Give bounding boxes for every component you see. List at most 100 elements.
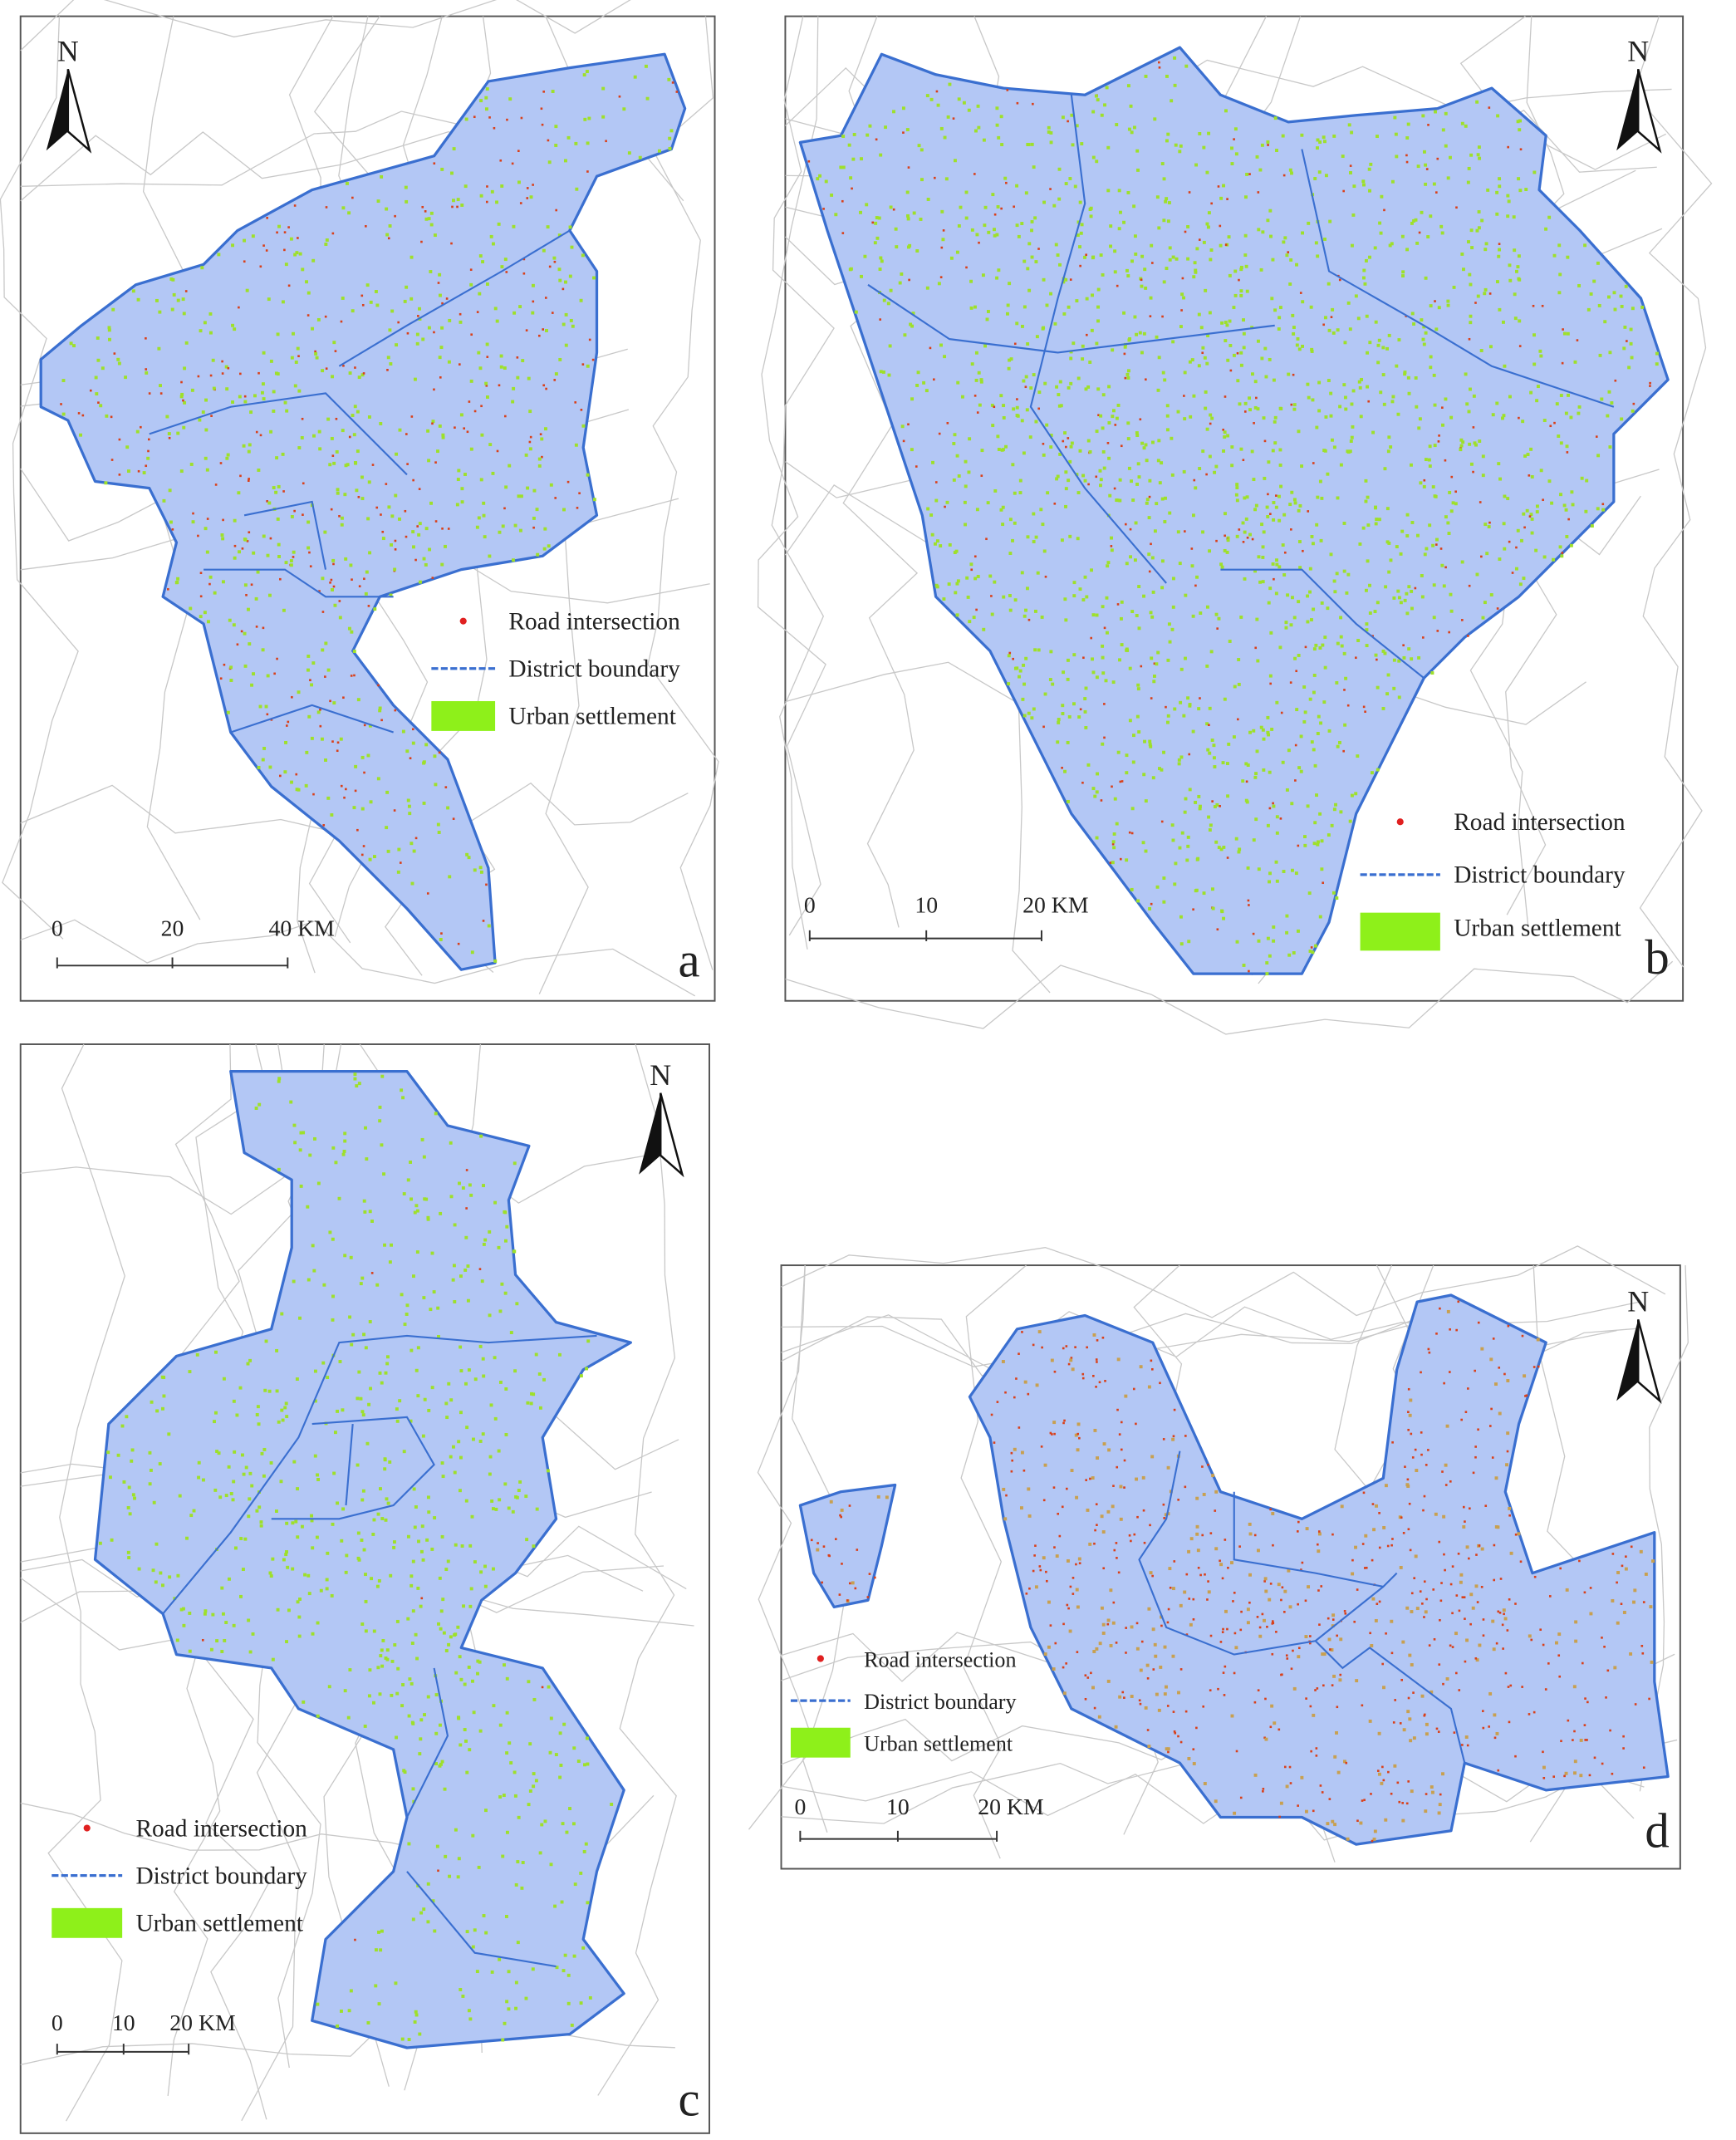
settlement-dot bbox=[1228, 319, 1232, 323]
settlement-dot bbox=[1263, 346, 1268, 351]
settlement-dot bbox=[262, 351, 266, 355]
intersection-dot bbox=[929, 346, 932, 350]
settlement-dot bbox=[396, 870, 400, 874]
settlement-dot bbox=[1349, 171, 1352, 174]
settlement-dot bbox=[1396, 412, 1400, 416]
settlement-dot bbox=[1446, 299, 1450, 303]
settlement-dot bbox=[1273, 308, 1277, 312]
north-arrow-left bbox=[639, 1092, 661, 1175]
settlement-dot bbox=[555, 1966, 559, 1970]
intersection-dot bbox=[1649, 381, 1651, 385]
settlement-dot bbox=[269, 359, 273, 363]
district-boundary bbox=[406, 1667, 449, 1818]
settlement-dot bbox=[478, 1344, 483, 1348]
settlement-dot bbox=[1161, 371, 1165, 375]
settlement-dot bbox=[1268, 209, 1273, 213]
intersection-dot bbox=[1449, 1328, 1451, 1331]
intersection-dot bbox=[357, 495, 360, 498]
settlement-dot bbox=[1091, 613, 1096, 617]
intersection-dot bbox=[1149, 1524, 1151, 1527]
settlement-dot bbox=[972, 616, 976, 620]
settlement-dot bbox=[500, 184, 504, 188]
settlement-dot bbox=[868, 124, 872, 128]
settlement-dot bbox=[1272, 518, 1276, 522]
settlement-dot bbox=[502, 1794, 506, 1797]
intersection-dot bbox=[1150, 697, 1153, 699]
settlement-dot bbox=[1322, 1652, 1327, 1657]
settlement-dot bbox=[1326, 606, 1330, 611]
intersection-dot bbox=[1548, 1595, 1552, 1598]
intersection-dot bbox=[485, 200, 488, 204]
settlement-dot bbox=[233, 518, 237, 523]
settlement-dot bbox=[1265, 505, 1269, 509]
settlement-dot bbox=[1589, 292, 1593, 296]
settlement-dot bbox=[1091, 110, 1096, 114]
settlement-dot bbox=[1566, 331, 1570, 336]
settlement-dot bbox=[1498, 477, 1503, 481]
settlement-dot bbox=[512, 1161, 517, 1166]
settlement-dot bbox=[282, 608, 286, 612]
settlement-dot bbox=[1167, 201, 1171, 205]
intersection-dot bbox=[854, 1587, 857, 1590]
settlement-dot bbox=[1222, 916, 1225, 920]
intersection-dot bbox=[441, 302, 444, 305]
settlement-dot bbox=[1307, 1585, 1311, 1589]
settlement-dot bbox=[1417, 426, 1421, 430]
settlement-dot bbox=[350, 630, 354, 634]
settlement-dot bbox=[511, 400, 515, 404]
intersection-dot bbox=[340, 320, 343, 323]
settlement-dot bbox=[586, 364, 590, 368]
intersection-dot bbox=[1092, 1374, 1095, 1377]
intersection-dot bbox=[574, 401, 577, 404]
settlement-dot bbox=[1219, 562, 1224, 567]
intersection-dot bbox=[438, 751, 441, 754]
settlement-dot bbox=[947, 582, 951, 587]
settlement-dot bbox=[417, 533, 421, 537]
intersection-dot bbox=[1085, 1479, 1087, 1481]
settlement-dot bbox=[454, 1828, 458, 1832]
settlement-dot bbox=[446, 1559, 450, 1563]
legend-dot bbox=[83, 1824, 91, 1832]
settlement-dot bbox=[1299, 769, 1303, 773]
settlement-dot bbox=[1365, 628, 1369, 632]
intersection-dot bbox=[1362, 705, 1366, 709]
settlement-dot bbox=[416, 1394, 420, 1398]
intersection-dot bbox=[1267, 493, 1269, 496]
intersection-dot bbox=[1504, 1671, 1508, 1675]
settlement-dot bbox=[401, 729, 405, 734]
intersection-dot bbox=[1226, 1627, 1228, 1631]
settlement-dot bbox=[1494, 1525, 1498, 1529]
settlement-dot bbox=[1116, 1357, 1121, 1362]
intersection-dot bbox=[1271, 1652, 1274, 1656]
legend-label: Urban settlement bbox=[135, 1911, 302, 1937]
settlement-dot bbox=[1225, 550, 1229, 554]
settlement-dot bbox=[318, 447, 322, 451]
settlement-dot bbox=[1351, 425, 1355, 429]
settlement-dot bbox=[1225, 323, 1229, 327]
settlement-dot bbox=[260, 390, 264, 395]
settlement-dot bbox=[1516, 265, 1520, 269]
intersection-dot bbox=[365, 224, 367, 228]
intersection-dot bbox=[381, 530, 385, 533]
settlement-dot bbox=[352, 806, 356, 810]
intersection-dot bbox=[1339, 1673, 1342, 1676]
settlement-dot bbox=[1170, 436, 1174, 440]
settlement-dot bbox=[456, 1875, 460, 1879]
settlement-dot bbox=[1149, 611, 1153, 615]
settlement-dot bbox=[285, 1640, 288, 1644]
settlement-dot bbox=[1083, 255, 1086, 259]
intersection-dot bbox=[1204, 1573, 1206, 1576]
settlement-dot bbox=[1317, 840, 1320, 844]
settlement-dot bbox=[1321, 1652, 1325, 1657]
intersection-dot bbox=[145, 464, 148, 468]
settlement-dot bbox=[481, 1432, 485, 1436]
settlement-dot bbox=[1128, 666, 1132, 670]
settlement-dot bbox=[1343, 395, 1347, 400]
settlement-dot bbox=[1095, 160, 1099, 164]
settlement-dot bbox=[500, 265, 504, 269]
settlement-dot bbox=[1335, 680, 1339, 685]
intersection-dot bbox=[1423, 479, 1426, 482]
settlement-dot bbox=[158, 1462, 162, 1466]
